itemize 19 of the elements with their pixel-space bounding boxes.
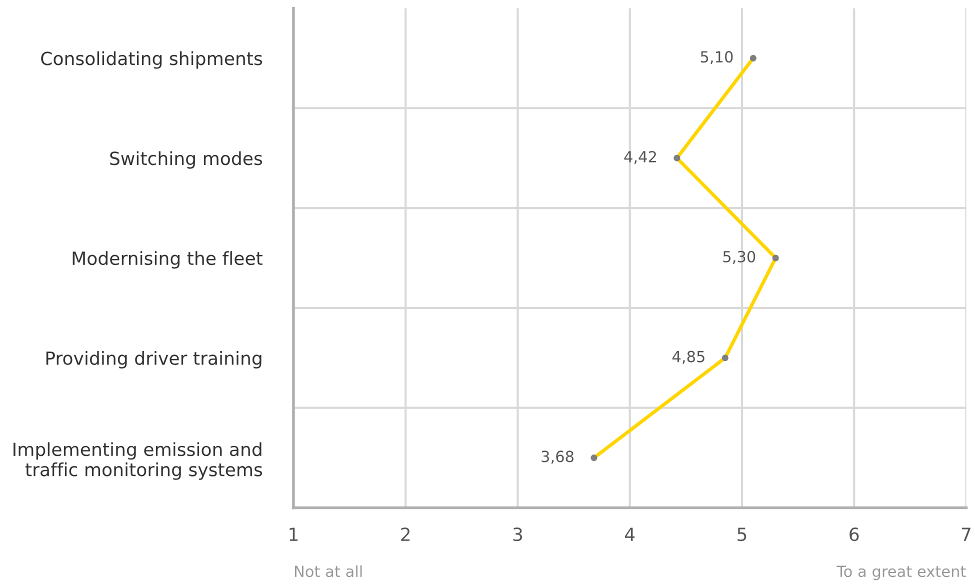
data-label: 5,10 — [700, 51, 733, 64]
y-tick-label: Switching modes — [110, 151, 262, 169]
x-tick-label: 2 — [401, 528, 410, 541]
x-tick-label: 4 — [624, 528, 635, 541]
y-tick-label: Modernising the fleet — [72, 251, 262, 269]
data-label: 4,85 — [672, 350, 704, 364]
x-tick-label: 1 — [290, 528, 298, 541]
text: Not at all — [294, 565, 362, 578]
x-tick-label: 7 — [962, 528, 970, 541]
text: To a great extent — [836, 566, 966, 580]
x-tick-label: 6 — [850, 528, 859, 542]
x-tick-label: 3 — [513, 528, 522, 542]
y-tick-label: Consolidating shipments — [41, 51, 262, 69]
data-label: 4,42 — [624, 150, 656, 164]
y-tick-label: Providing driver training — [46, 351, 262, 369]
data-label: 3,68 — [542, 450, 574, 464]
x-tick-label: 5 — [738, 528, 746, 542]
y-tick-label: Implementing emission and traffic monitoring systems — [14, 442, 262, 480]
data-label: 5,30 — [723, 250, 756, 264]
